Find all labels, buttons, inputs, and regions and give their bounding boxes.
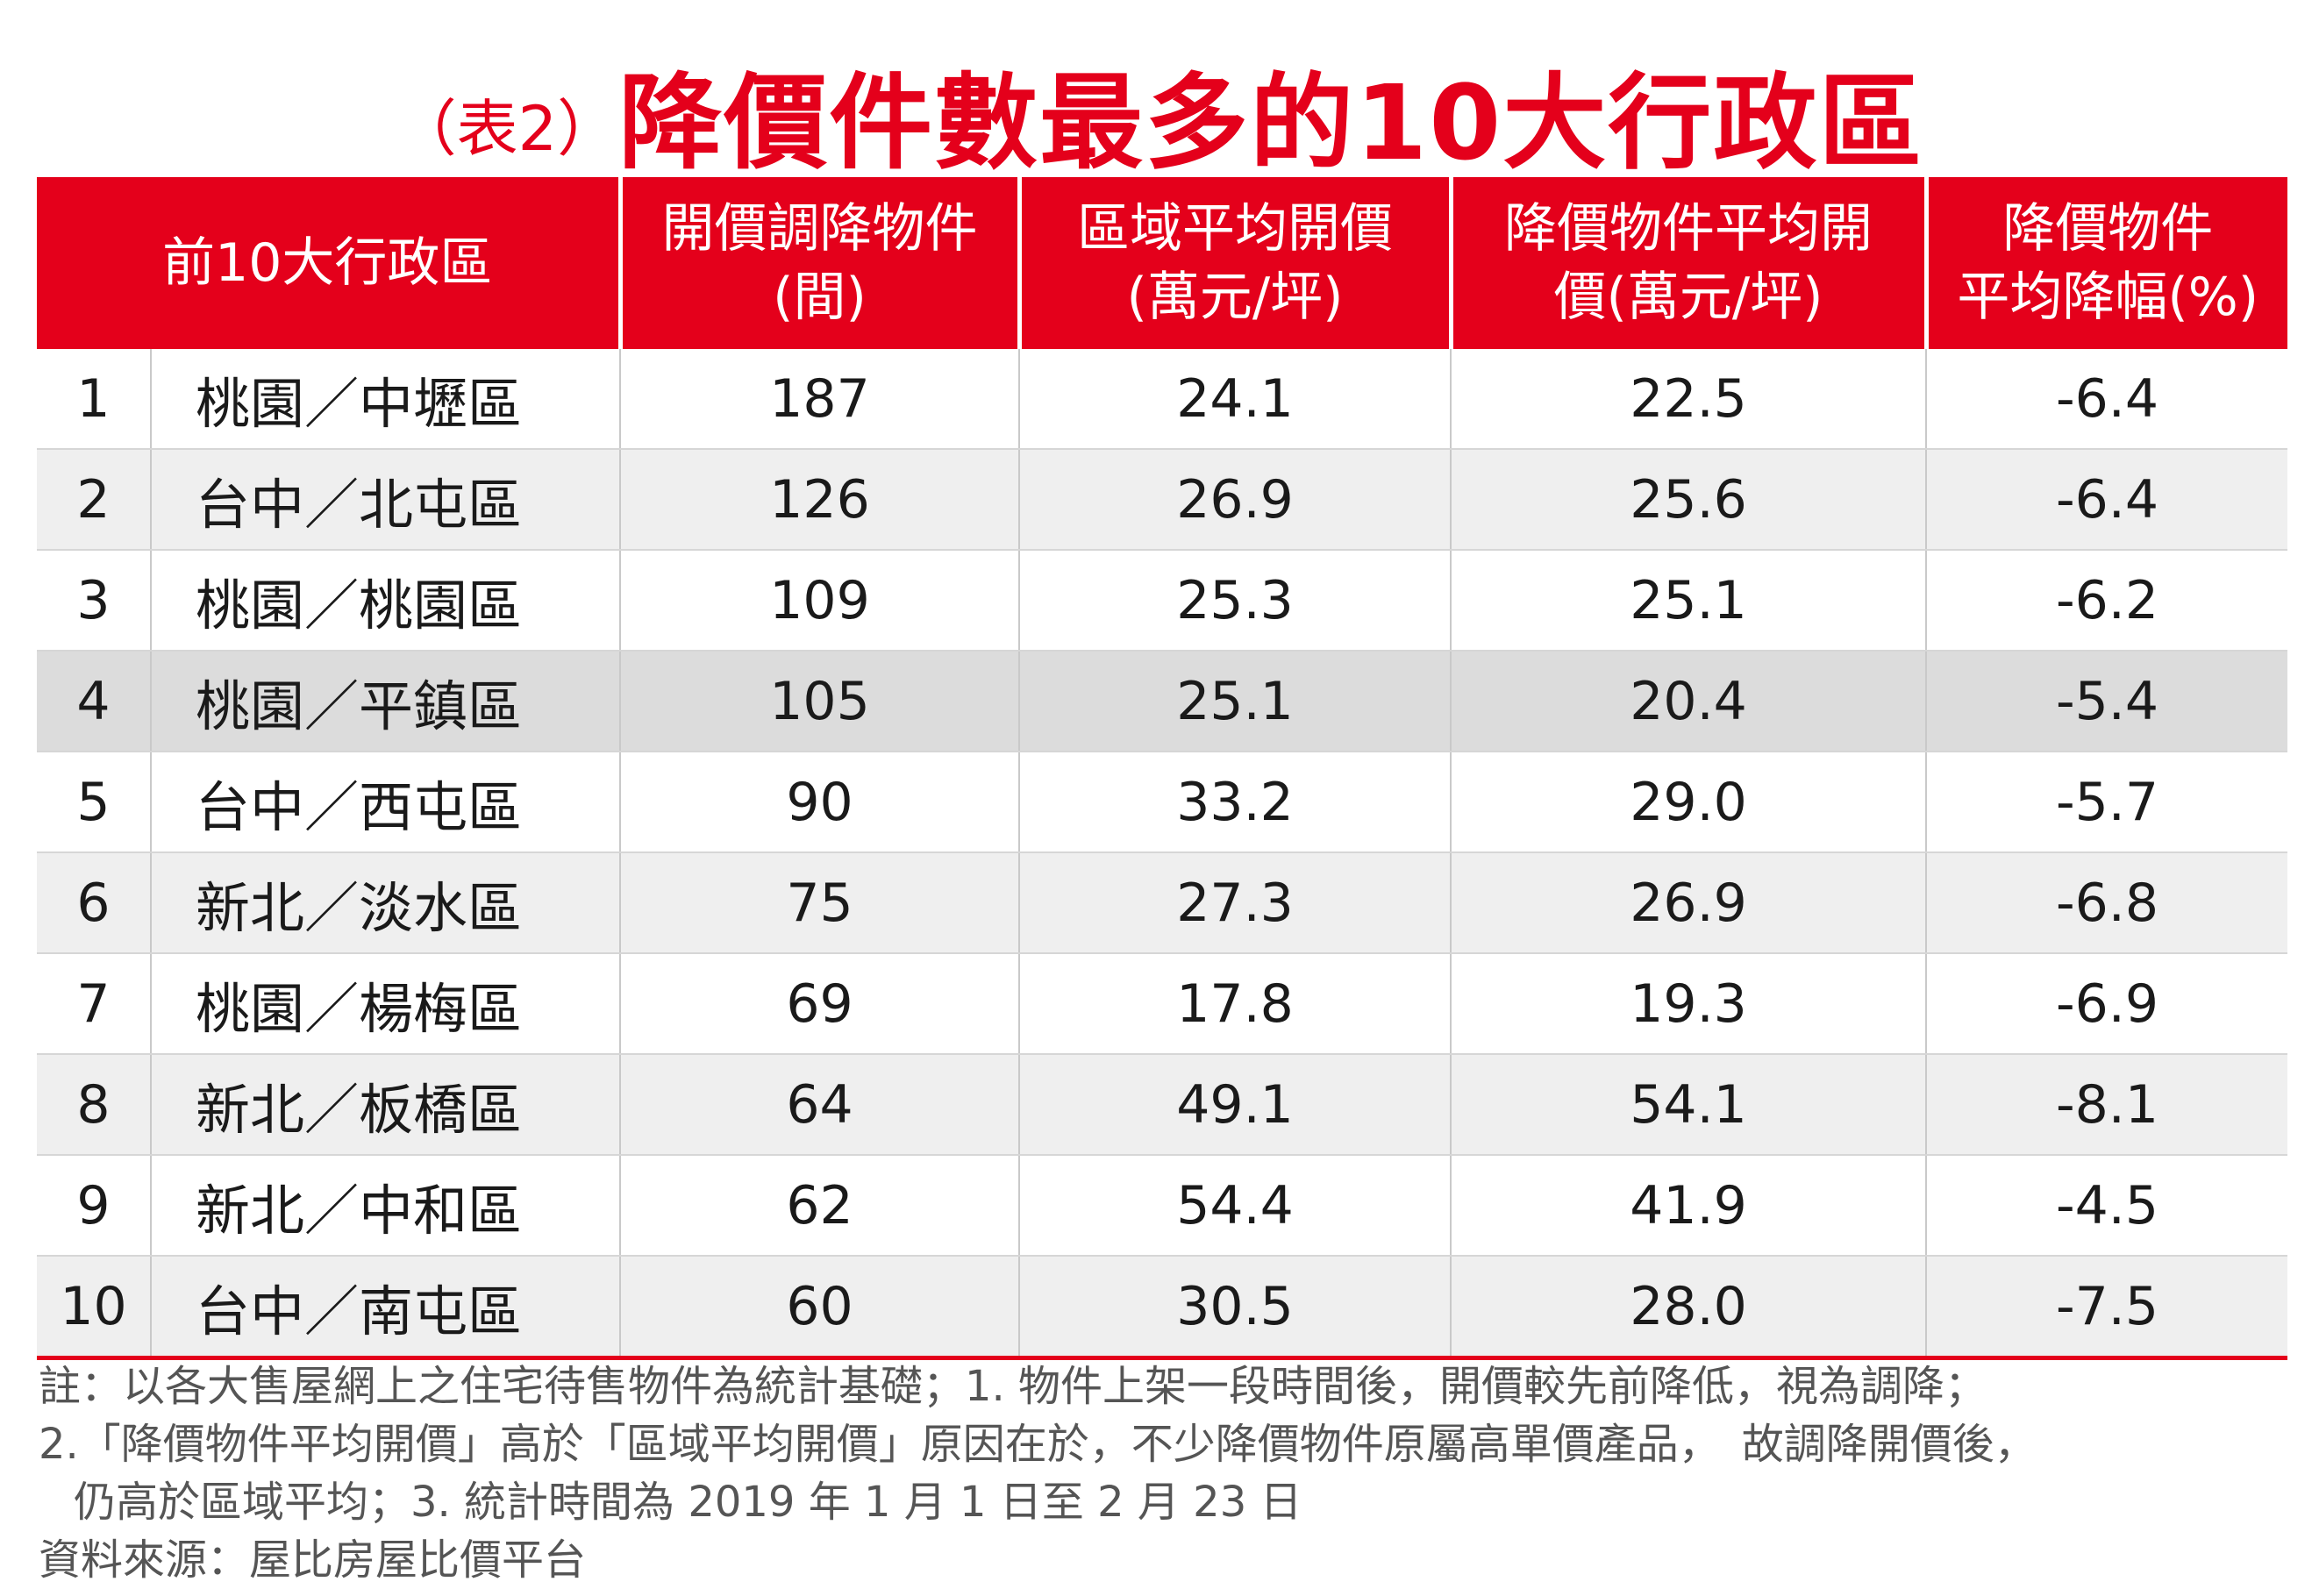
drop-cell: -4.5 xyxy=(1925,1155,2288,1257)
table-row: 1 桃園／中壢區 187 24.1 22.5 -6.4 xyxy=(37,349,2288,450)
drop-cell: -6.2 xyxy=(1925,550,2288,652)
avg-price-cell: 33.2 xyxy=(1018,752,1452,853)
drop-cell: -8.1 xyxy=(1925,1054,2288,1156)
district-cell: 桃園／桃園區 xyxy=(149,550,621,652)
table-row: 3 桃園／桃園區 109 25.3 25.1 -6.2 xyxy=(37,550,2288,652)
reduced-price-cell: 20.4 xyxy=(1450,651,1927,752)
district-cell: 新北／中和區 xyxy=(149,1155,621,1257)
district-cell: 台中／北屯區 xyxy=(149,449,621,551)
drop-cell: -5.7 xyxy=(1925,752,2288,853)
table-title: 降價件數最多的10大行政區 xyxy=(618,62,1924,183)
header-district: 前10大行政區 xyxy=(37,177,621,349)
reduced-price-cell: 26.9 xyxy=(1450,852,1927,954)
note-line-1: 註：以各大售屋網上之住宅待售物件為統計基礎；1. 物件上架一段時間後，開價較先前… xyxy=(39,1362,1987,1411)
reduced-price-cell: 54.1 xyxy=(1450,1054,1927,1156)
count-cell: 126 xyxy=(619,449,1020,551)
note-line-3: 仍高於區域平均；3. 統計時間為 2019 年 1 月 1 日至 2 月 23 … xyxy=(74,1478,1302,1527)
drop-cell: -6.4 xyxy=(1925,449,2288,551)
drop-cell: -7.5 xyxy=(1925,1256,2288,1360)
rank-cell: 5 xyxy=(37,752,151,853)
reduced-price-cell: 41.9 xyxy=(1450,1155,1927,1257)
drop-cell: -6.9 xyxy=(1925,953,2288,1055)
avg-price-cell: 49.1 xyxy=(1018,1054,1452,1156)
table-row: 7 桃園／楊梅區 69 17.8 19.3 -6.9 xyxy=(37,953,2288,1055)
reduced-price-cell: 25.1 xyxy=(1450,550,1927,652)
district-cell: 桃園／平鎮區 xyxy=(149,651,621,752)
count-cell: 62 xyxy=(619,1155,1020,1257)
footnotes: 註：以各大售屋網上之住宅待售物件為統計基礎；1. 物件上架一段時間後，開價較先前… xyxy=(39,1357,2293,1589)
header-count: 開價調降物件 (間) xyxy=(617,177,1020,349)
reduced-price-cell: 19.3 xyxy=(1450,953,1927,1055)
table-header-row: 前10大行政區 開價調降物件 (間) 區域平均開價 (萬元/坪) 降價物件平均開 價(… xyxy=(37,177,2288,349)
avg-price-cell: 26.9 xyxy=(1018,449,1452,551)
count-cell: 90 xyxy=(619,752,1020,853)
table-row: 6 新北／淡水區 75 27.3 26.9 -6.8 xyxy=(37,852,2288,954)
rank-cell: 1 xyxy=(37,349,151,450)
table-row: 4 桃園／平鎮區 105 25.1 20.4 -5.4 xyxy=(37,651,2288,752)
rank-cell: 8 xyxy=(37,1054,151,1156)
avg-price-cell: 27.3 xyxy=(1018,852,1452,954)
district-cell: 桃園／中壢區 xyxy=(149,349,621,450)
reduced-price-cell: 22.5 xyxy=(1450,349,1927,450)
avg-price-cell: 25.1 xyxy=(1018,651,1452,752)
header-drop: 降價物件 平均降幅(%) xyxy=(1923,177,2288,349)
count-cell: 69 xyxy=(619,953,1020,1055)
rank-cell: 3 xyxy=(37,550,151,652)
page-title: （表2）降價件數最多的10大行政區 xyxy=(0,39,2319,189)
count-cell: 105 xyxy=(619,651,1020,752)
drop-cell: -5.4 xyxy=(1925,651,2288,752)
count-cell: 187 xyxy=(619,349,1020,450)
district-cell: 新北／板橋區 xyxy=(149,1054,621,1156)
data-source: 資料來源：屋比房屋比價平台 xyxy=(39,1535,587,1585)
table-tag: （表2） xyxy=(395,93,619,165)
note-line-2: 2.「降價物件平均開價」高於「區域平均開價」原因在於，不少降價物件原屬高單價產品… xyxy=(39,1420,2037,1469)
count-cell: 60 xyxy=(619,1256,1020,1360)
rank-cell: 9 xyxy=(37,1155,151,1257)
district-cell: 桃園／楊梅區 xyxy=(149,953,621,1055)
drop-cell: -6.4 xyxy=(1925,349,2288,450)
count-cell: 64 xyxy=(619,1054,1020,1156)
reduced-price-cell: 25.6 xyxy=(1450,449,1927,551)
table-row: 2 台中／北屯區 126 26.9 25.6 -6.4 xyxy=(37,449,2288,551)
rank-cell: 2 xyxy=(37,449,151,551)
reduced-price-cell: 28.0 xyxy=(1450,1256,1927,1360)
avg-price-cell: 30.5 xyxy=(1018,1256,1452,1360)
district-cell: 台中／南屯區 xyxy=(149,1256,621,1360)
header-avg-price: 區域平均開價 (萬元/坪) xyxy=(1017,177,1452,349)
avg-price-cell: 17.8 xyxy=(1018,953,1452,1055)
avg-price-cell: 24.1 xyxy=(1018,349,1452,450)
avg-price-cell: 54.4 xyxy=(1018,1155,1452,1257)
rank-cell: 10 xyxy=(37,1256,151,1360)
drop-cell: -6.8 xyxy=(1925,852,2288,954)
reduced-price-cell: 29.0 xyxy=(1450,752,1927,853)
table-row: 10 台中／南屯區 60 30.5 28.0 -7.5 xyxy=(37,1256,2288,1360)
table-row: 9 新北／中和區 62 54.4 41.9 -4.5 xyxy=(37,1155,2288,1257)
count-cell: 109 xyxy=(619,550,1020,652)
header-reduced-price: 降價物件平均開 價(萬元/坪) xyxy=(1448,177,1927,349)
table-row: 5 台中／西屯區 90 33.2 29.0 -5.7 xyxy=(37,752,2288,853)
district-cell: 新北／淡水區 xyxy=(149,852,621,954)
district-cell: 台中／西屯區 xyxy=(149,752,621,853)
rank-cell: 4 xyxy=(37,651,151,752)
count-cell: 75 xyxy=(619,852,1020,954)
rank-cell: 6 xyxy=(37,852,151,954)
districts-table: 前10大行政區 開價調降物件 (間) 區域平均開價 (萬元/坪) 降價物件平均開 價(… xyxy=(37,177,2288,1360)
avg-price-cell: 25.3 xyxy=(1018,550,1452,652)
table-row: 8 新北／板橋區 64 49.1 54.1 -8.1 xyxy=(37,1054,2288,1156)
rank-cell: 7 xyxy=(37,953,151,1055)
